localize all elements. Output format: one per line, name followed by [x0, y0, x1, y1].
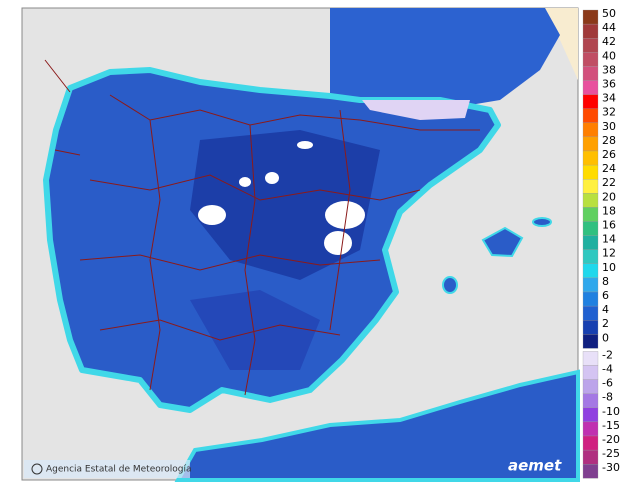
legend-swatch	[582, 221, 599, 236]
logo: aemet	[508, 457, 562, 475]
legend-swatch	[582, 179, 599, 194]
snow-patches	[198, 141, 365, 255]
legend-swatch	[582, 164, 599, 180]
legend-swatch	[582, 9, 599, 25]
credit-box	[24, 460, 190, 478]
legend-label: -15	[602, 419, 620, 432]
legend-label: 32	[602, 106, 616, 119]
legend-swatch	[582, 249, 599, 264]
legend-swatch	[582, 263, 599, 279]
legend-swatch	[582, 305, 599, 321]
legend-swatch	[582, 449, 599, 465]
legend-swatch	[582, 291, 599, 307]
legend-label: 28	[602, 134, 616, 147]
africa	[174, 369, 580, 482]
legend-label: 42	[602, 35, 616, 48]
legend-label: 12	[602, 247, 616, 260]
legend-label: 16	[602, 219, 616, 232]
legend-label: 10	[602, 261, 616, 274]
legend-label: 24	[602, 162, 616, 175]
france	[330, 8, 560, 105]
legend-label: 14	[602, 233, 616, 246]
legend-swatch	[582, 193, 599, 208]
legend-label: -10	[602, 405, 620, 418]
land-outside	[545, 8, 578, 80]
legend-swatch	[582, 80, 599, 95]
map: Agencia Estatal de Meteorología aemet	[21, 7, 580, 482]
legend-label: 44	[602, 21, 616, 34]
legend-label: 38	[602, 63, 616, 76]
legend-swatch	[582, 94, 599, 109]
legend-swatch	[582, 379, 599, 394]
legend-swatch	[582, 52, 599, 67]
legend-swatch	[582, 334, 599, 349]
south-region	[190, 290, 320, 370]
legend-label: 0	[602, 331, 609, 344]
pyrenees-snow	[362, 100, 470, 120]
credit: Agencia Estatal de Meteorología	[46, 465, 192, 475]
legend-label: -20	[602, 433, 620, 446]
legend-swatch	[582, 320, 599, 335]
copyright-icon	[31, 463, 43, 475]
legend-label: 6	[602, 289, 609, 302]
legend-swatch	[582, 365, 599, 380]
legend-swatch	[582, 235, 599, 250]
balearics	[442, 217, 552, 294]
legend-label: 22	[602, 176, 616, 189]
legend-swatch	[582, 435, 599, 451]
legend-swatch	[582, 464, 599, 479]
legend-swatch	[582, 38, 599, 53]
legend-label: 4	[602, 303, 609, 316]
legend-swatch	[582, 136, 599, 152]
legend-label: -2	[602, 348, 613, 361]
legend-label: -25	[602, 447, 620, 460]
legend-swatch	[582, 150, 599, 166]
legend-label: 26	[602, 148, 616, 161]
legend-label: -30	[602, 461, 620, 474]
legend-swatch	[582, 108, 599, 123]
legend-swatch	[582, 66, 599, 81]
legend-swatch	[582, 421, 599, 437]
borders	[44, 59, 480, 396]
legend-label: 20	[602, 190, 616, 203]
legend-label: 30	[602, 120, 616, 133]
legend-label: 50	[602, 7, 616, 20]
legend-swatch	[582, 207, 599, 222]
legend-swatch	[582, 23, 599, 39]
legend-label: 36	[602, 78, 616, 91]
legend-label: 34	[602, 92, 616, 105]
legend-swatch	[582, 407, 599, 423]
legend-swatch	[582, 351, 599, 366]
legend-swatch	[582, 122, 599, 138]
legend-label: -4	[602, 363, 613, 376]
legend-label: 40	[602, 49, 616, 62]
legend-label: -8	[602, 391, 613, 404]
legend-label: 8	[602, 275, 609, 288]
legend-label: 18	[602, 204, 616, 217]
legend-label: -6	[602, 377, 613, 390]
legend-label: 2	[602, 317, 609, 330]
legend-swatch	[582, 393, 599, 408]
legend-swatch	[582, 277, 599, 293]
legend: 5044424038363432302826242220181614121086…	[582, 7, 620, 479]
